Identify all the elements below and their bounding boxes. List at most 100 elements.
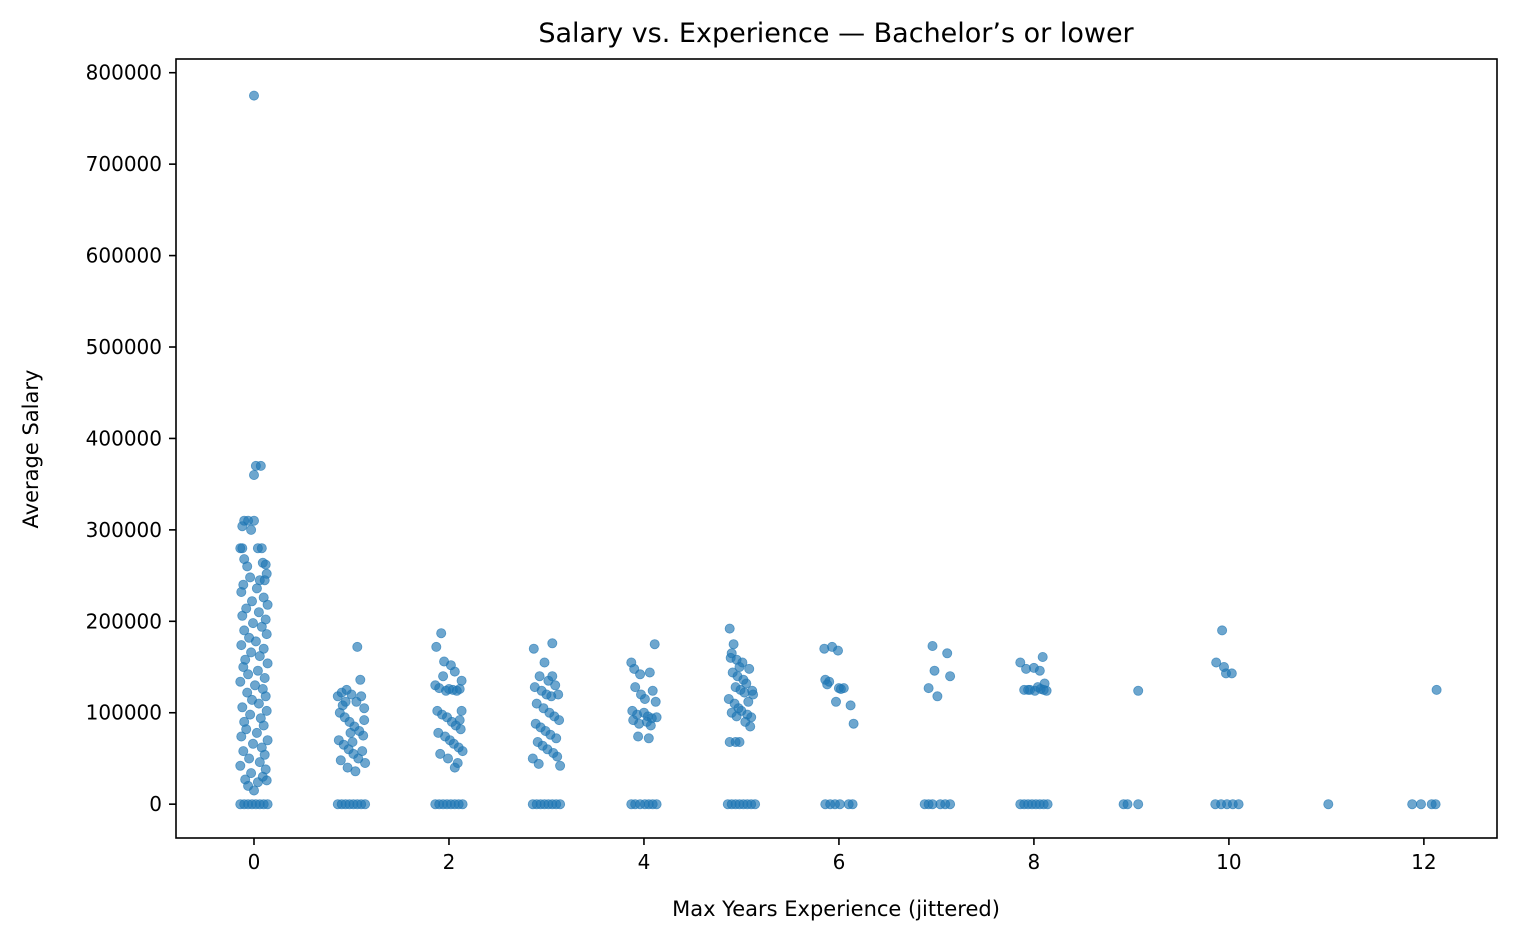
- data-point: [1431, 684, 1442, 695]
- data-point: [259, 749, 270, 760]
- data-point: [724, 623, 735, 634]
- data-point: [237, 521, 248, 532]
- data-point: [531, 698, 542, 709]
- data-point: [651, 712, 662, 723]
- data-point: [649, 639, 660, 650]
- data-point: [252, 777, 263, 788]
- data-point: [247, 738, 258, 749]
- data-point: [1211, 657, 1222, 668]
- data-point: [262, 599, 273, 610]
- data-point: [256, 621, 267, 632]
- data-point: [552, 751, 563, 762]
- data-point: [359, 703, 370, 714]
- data-point: [1037, 652, 1048, 663]
- data-point: [253, 607, 264, 618]
- data-point: [743, 696, 754, 707]
- data-point: [246, 647, 257, 658]
- data-point: [457, 746, 468, 757]
- y-tick-label: 300000: [86, 518, 162, 542]
- data-point: [833, 645, 844, 656]
- data-point: [1323, 799, 1334, 810]
- data-point: [847, 799, 858, 810]
- data-point: [237, 610, 248, 621]
- data-point: [1407, 799, 1418, 810]
- data-point: [551, 733, 562, 744]
- data-point: [262, 799, 273, 810]
- data-point: [252, 665, 263, 676]
- y-tick-label: 100000: [86, 701, 162, 725]
- y-tick-label: 700000: [86, 152, 162, 176]
- data-point: [945, 671, 956, 682]
- data-point: [645, 720, 656, 731]
- data-point: [1233, 799, 1244, 810]
- data-point: [456, 675, 467, 686]
- data-point: [734, 737, 745, 748]
- data-point: [237, 543, 248, 554]
- y-tick-label: 0: [149, 792, 162, 816]
- data-point: [635, 669, 646, 680]
- data-point: [251, 727, 262, 738]
- data-point: [259, 673, 270, 684]
- data-point: [449, 762, 460, 773]
- data-point: [360, 799, 371, 810]
- data-point: [1038, 684, 1049, 695]
- data-point: [350, 766, 361, 777]
- data-point: [456, 705, 467, 716]
- data-point: [242, 687, 253, 698]
- data-point: [553, 689, 564, 700]
- y-axis: 0 100000 200000 300000 400000 500000 600000 700…: [86, 61, 176, 816]
- data-point: [239, 625, 250, 636]
- data-point: [442, 753, 453, 764]
- data-point: [550, 680, 561, 691]
- plot-frame: [175, 58, 1498, 839]
- y-tick-label: 500000: [86, 335, 162, 359]
- data-point: [438, 671, 449, 682]
- data-point: [260, 691, 271, 702]
- data-point: [360, 758, 371, 769]
- data-point: [731, 711, 742, 722]
- data-point: [1015, 657, 1026, 668]
- data-point: [238, 662, 249, 673]
- data-point: [247, 618, 258, 629]
- data-point: [259, 575, 270, 586]
- data-point: [449, 666, 460, 677]
- data-point: [242, 561, 253, 572]
- data-point: [555, 799, 566, 810]
- data-point: [248, 469, 259, 480]
- data-point: [248, 90, 259, 101]
- data-point: [254, 757, 265, 768]
- data-point: [639, 694, 650, 705]
- data-point: [243, 669, 254, 680]
- data-point: [1416, 799, 1427, 810]
- data-point: [831, 696, 842, 707]
- data-point: [236, 731, 247, 742]
- data-point: [346, 689, 357, 700]
- x-axis-label: Max Years Experience (jittered): [672, 897, 1000, 921]
- x-tick-label: 8: [1028, 850, 1041, 874]
- data-point: [335, 755, 346, 766]
- data-point: [927, 641, 938, 652]
- data-point: [241, 724, 252, 735]
- data-point: [932, 691, 943, 702]
- data-point: [822, 679, 833, 690]
- data-point: [745, 721, 756, 732]
- x-tick-label: 2: [443, 850, 456, 874]
- data-point: [435, 748, 446, 759]
- data-point: [454, 684, 465, 695]
- data-point: [358, 730, 369, 741]
- data-point: [650, 696, 661, 707]
- data-point: [929, 665, 940, 676]
- data-point: [923, 683, 934, 694]
- data-point: [547, 638, 558, 649]
- y-tick-label: 400000: [86, 426, 162, 450]
- data-point: [533, 758, 544, 769]
- data-point: [547, 671, 558, 682]
- scatter-points: [235, 90, 1442, 810]
- data-point: [258, 720, 269, 731]
- data-point: [734, 662, 745, 673]
- data-point: [248, 515, 259, 526]
- data-point: [1217, 625, 1228, 636]
- x-tick-label: 12: [1411, 850, 1436, 874]
- y-tick-label: 200000: [86, 609, 162, 633]
